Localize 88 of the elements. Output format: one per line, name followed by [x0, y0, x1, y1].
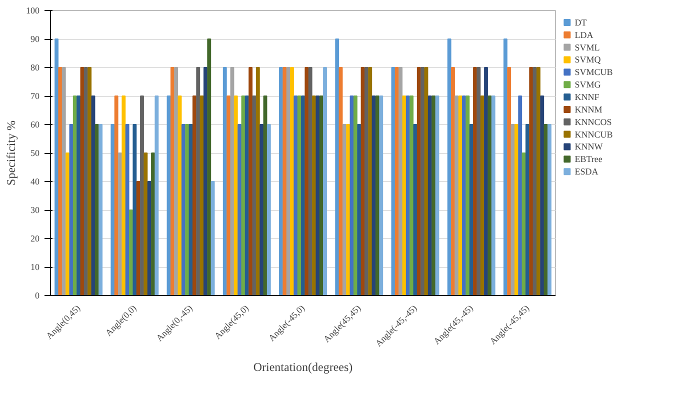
bar	[154, 96, 159, 296]
y-tick-label: 80	[30, 62, 40, 72]
bar	[379, 96, 384, 296]
bar	[420, 67, 425, 296]
bar	[308, 67, 312, 296]
bar	[402, 96, 406, 296]
bar	[125, 124, 130, 296]
bar	[290, 67, 294, 296]
bar	[222, 67, 227, 296]
bar	[98, 124, 103, 296]
bar	[476, 67, 481, 296]
bar	[335, 38, 340, 296]
legend-label: DT	[574, 17, 588, 28]
bar	[518, 96, 522, 296]
bar	[140, 96, 144, 296]
y-tick-label: 30	[30, 205, 40, 215]
bar	[304, 67, 309, 296]
y-tick-label: 40	[30, 176, 40, 186]
bar	[144, 152, 148, 296]
bar	[547, 124, 552, 296]
legend-label: LDA	[574, 30, 594, 40]
legend-label: KNNCUB	[574, 129, 613, 140]
bar	[529, 67, 534, 296]
bar	[368, 67, 372, 296]
bar	[536, 67, 540, 296]
bar	[391, 67, 396, 296]
x-axis-title: Orientation(degrees)	[253, 360, 353, 374]
bar	[248, 67, 253, 296]
bar	[210, 181, 215, 296]
bar	[207, 38, 212, 296]
bar	[507, 67, 512, 296]
bar	[484, 67, 488, 296]
bar	[432, 96, 436, 296]
bar	[114, 96, 118, 296]
bar	[234, 96, 238, 296]
bar	[447, 38, 452, 296]
bar	[316, 96, 320, 296]
bar	[357, 124, 362, 296]
bar	[282, 67, 287, 296]
legend-label: SVMCUB	[574, 67, 613, 78]
bar	[266, 124, 271, 296]
bar	[110, 124, 115, 296]
legend-label: EBTree	[574, 154, 602, 164]
bar	[76, 96, 81, 296]
bar	[238, 124, 242, 296]
bar	[454, 96, 459, 296]
bar	[256, 67, 260, 296]
bar	[196, 67, 200, 296]
y-tick-label: 60	[30, 120, 40, 130]
bar	[174, 67, 178, 296]
bar	[410, 96, 414, 296]
bar	[398, 67, 403, 296]
bar	[323, 67, 327, 296]
legend-label: KNNF	[574, 92, 600, 102]
bar	[185, 124, 190, 296]
y-tick-label: 50	[30, 148, 40, 158]
bar	[88, 67, 92, 296]
bar	[466, 96, 470, 296]
bar	[294, 96, 298, 296]
bar	[488, 96, 492, 296]
y-tick-label: 90	[30, 34, 40, 44]
bar	[346, 124, 350, 296]
bar	[230, 67, 234, 296]
y-tick-label: 10	[30, 262, 40, 272]
y-tick-label: 70	[30, 91, 40, 101]
bar	[503, 38, 508, 296]
bar	[353, 96, 358, 296]
bar	[540, 96, 544, 296]
y-tick-label: 100	[26, 6, 40, 16]
y-tick-label: 20	[30, 234, 40, 244]
bar	[451, 67, 455, 296]
legend-label: SVMG	[574, 80, 602, 90]
legend-label: KNNW	[574, 142, 604, 152]
legend-label: SVML	[574, 42, 600, 52]
y-axis-title: Specificity %	[4, 120, 18, 186]
bar	[62, 67, 66, 296]
bar	[66, 152, 70, 296]
bar	[58, 67, 62, 296]
bar	[491, 96, 496, 296]
bar	[122, 96, 126, 296]
bar	[260, 124, 264, 296]
legend-label: KNNM	[574, 104, 602, 114]
legend-label: SVMQ	[574, 54, 602, 65]
bar	[132, 124, 137, 296]
y-tick-label: 0	[35, 290, 40, 300]
bar	[54, 38, 59, 296]
legend-label: ESDA	[574, 166, 599, 177]
legend-label: KNNCOS	[574, 116, 612, 127]
